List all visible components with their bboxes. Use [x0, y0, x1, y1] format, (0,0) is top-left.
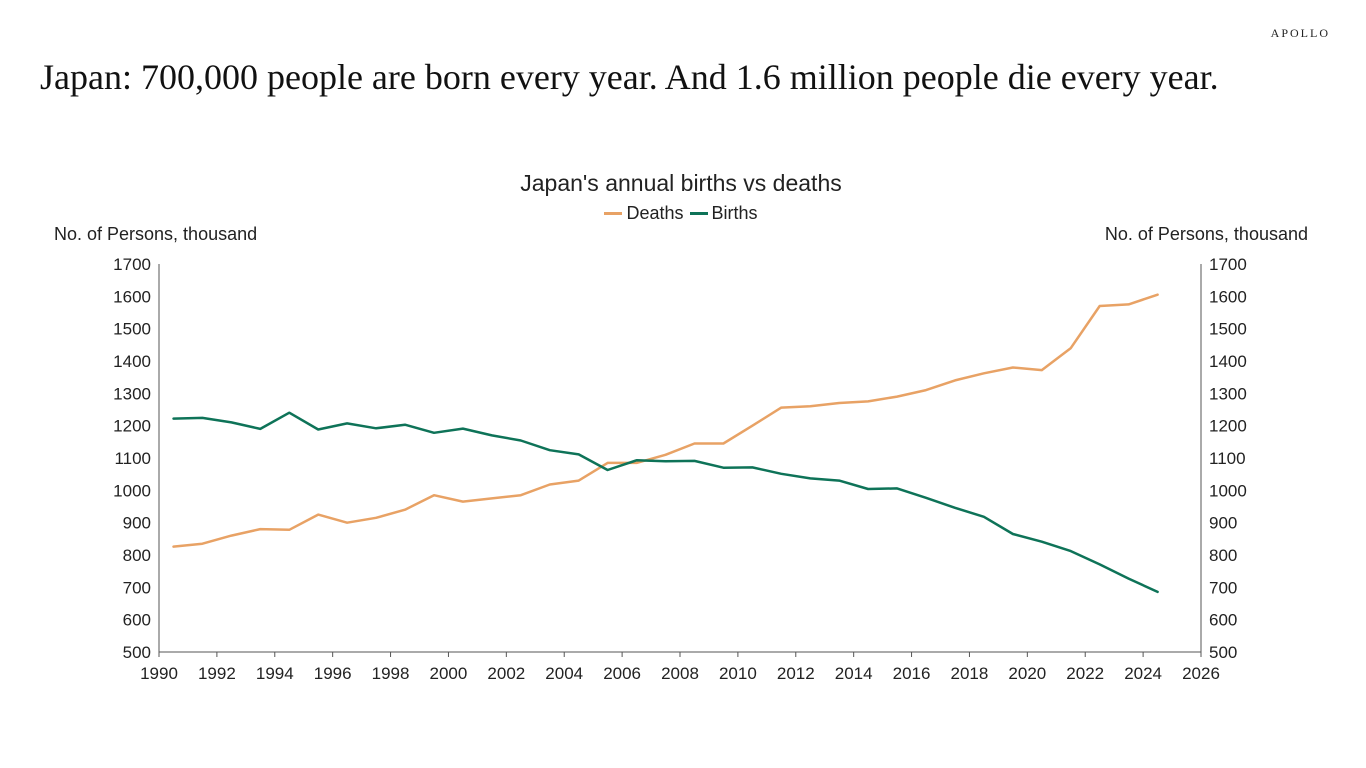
- x-tick-label: 2004: [545, 664, 583, 683]
- y-tick-label-left: 1300: [113, 384, 151, 403]
- x-tick-label: 1992: [198, 664, 236, 683]
- y-tick-label-right: 1700: [1209, 255, 1247, 274]
- legend-label-births: Births: [711, 203, 758, 223]
- chart-title: Japan's annual births vs deaths: [520, 170, 842, 196]
- x-tick-label: 1990: [140, 664, 178, 683]
- y-tick-label-left: 600: [123, 611, 151, 630]
- legend-item-births: Births: [689, 203, 758, 224]
- y-tick-label-right: 500: [1209, 643, 1237, 662]
- series-line-deaths: [172, 293, 1159, 548]
- x-tick-label: 2024: [1124, 664, 1162, 683]
- y-tick-label-right: 1300: [1209, 384, 1247, 403]
- y-tick-label-left: 1600: [113, 287, 151, 306]
- x-tick-label: 2018: [951, 664, 989, 683]
- x-tick-label: 2022: [1066, 664, 1104, 683]
- y-tick-label-right: 600: [1209, 611, 1237, 630]
- y-tick-label-right: 1500: [1209, 320, 1247, 339]
- x-tick-label: 2010: [719, 664, 757, 683]
- y-axis-title-left: No. of Persons, thousand: [54, 224, 258, 244]
- x-tick-label: 2008: [661, 664, 699, 683]
- x-tick-label: 2014: [835, 664, 873, 683]
- x-tick-label: 2006: [603, 664, 641, 683]
- y-tick-label-right: 1400: [1209, 352, 1247, 371]
- y-tick-label-left: 1200: [113, 417, 151, 436]
- y-tick-label-right: 800: [1209, 546, 1237, 565]
- x-tick-label: 2016: [893, 664, 931, 683]
- y-axis-title-right: No. of Persons, thousand: [1104, 224, 1308, 244]
- y-tick-label-left: 1700: [113, 255, 151, 274]
- y-tick-label-right: 1200: [1209, 417, 1247, 436]
- legend-swatch-deaths: [604, 212, 623, 215]
- series-line-births: [172, 411, 1159, 594]
- chart-legend: Deaths Births: [0, 203, 1362, 224]
- x-tick-label: 1996: [314, 664, 352, 683]
- y-tick-label-left: 1000: [113, 481, 151, 500]
- x-tick-label: 1994: [256, 664, 294, 683]
- y-tick-label-left: 500: [123, 643, 151, 662]
- brand-logo: APOLLO: [1270, 26, 1330, 40]
- y-tick-label-right: 900: [1209, 514, 1237, 533]
- headline: Japan: 700,000 people are born every yea…: [40, 57, 1219, 97]
- legend-item-deaths: Deaths: [604, 203, 684, 224]
- x-tick-label: 2002: [487, 664, 525, 683]
- y-tick-label-left: 900: [123, 514, 151, 533]
- y-tick-label-right: 700: [1209, 578, 1237, 597]
- x-tick-label: 2026: [1182, 664, 1220, 683]
- legend-swatch-births: [689, 212, 708, 215]
- y-tick-label-left: 800: [123, 546, 151, 565]
- y-tick-label-left: 1400: [113, 352, 151, 371]
- y-tick-label-right: 1000: [1209, 481, 1247, 500]
- x-tick-label: 1998: [372, 664, 410, 683]
- x-tick-label: 2012: [777, 664, 815, 683]
- y-tick-label-right: 1100: [1209, 449, 1246, 468]
- legend-label-deaths: Deaths: [626, 203, 684, 223]
- y-tick-label-left: 700: [123, 578, 151, 597]
- y-tick-label-left: 1100: [114, 449, 151, 468]
- y-tick-label-left: 1500: [113, 320, 151, 339]
- y-tick-label-right: 1600: [1209, 287, 1247, 306]
- x-tick-label: 2020: [1008, 664, 1046, 683]
- x-tick-label: 2000: [430, 664, 468, 683]
